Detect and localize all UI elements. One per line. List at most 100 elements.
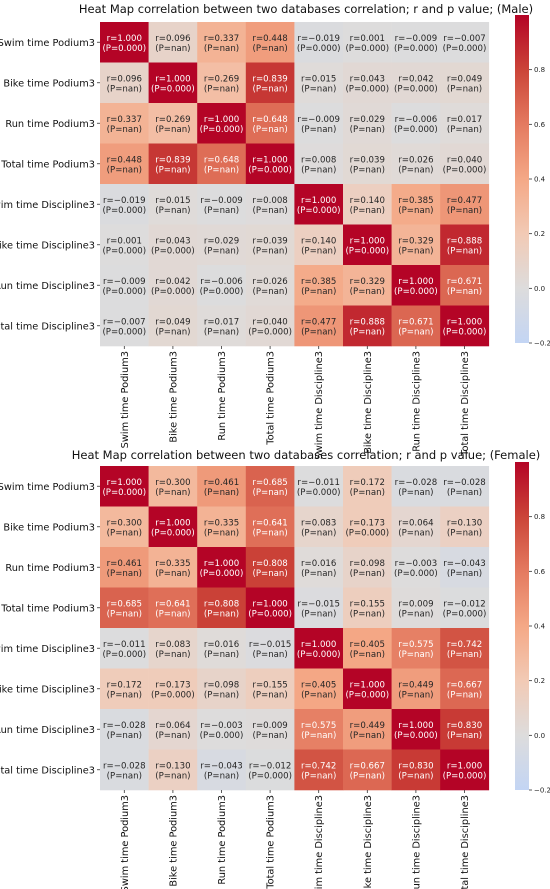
cell-r-label: r=−0.009 (200, 196, 243, 206)
cell-r-label: r=0.839 (155, 155, 190, 165)
heatmap-cell (440, 224, 490, 266)
cell-p-label: (P=nan) (447, 528, 482, 538)
heatmap-cell (440, 587, 490, 629)
heatmap-cell (100, 587, 149, 629)
heatmap-cell (391, 587, 441, 629)
chart-title: Heat Map correlation between two databas… (72, 448, 541, 462)
row-label: Total time Discipline3 (0, 321, 95, 332)
cell-p-label: (P=nan) (301, 327, 336, 337)
cell-p-label: (P=nan) (204, 84, 239, 94)
cell-r-label: r=1.000 (204, 559, 239, 569)
col-label: Total time Podium3 (266, 795, 277, 889)
cell-r-label: r=0.888 (350, 317, 385, 327)
cell-p-label: (P=nan) (350, 569, 385, 579)
cell-p-label: (P=nan) (350, 609, 385, 619)
cell-p-label: (P=nan) (301, 609, 336, 619)
cell-p-label: (P=nan) (350, 731, 385, 741)
cell-p-label: (P=nan) (398, 690, 433, 700)
cell-r-label: r=−0.009 (103, 277, 146, 287)
heatmap-cell (440, 466, 490, 507)
cell-p-label: (P=nan) (107, 771, 142, 781)
cell-r-label: r=0.040 (447, 155, 482, 165)
heatmap-cell (197, 668, 247, 710)
cell-r-label: r=0.808 (252, 559, 287, 569)
cell-r-label: r=−0.011 (103, 640, 146, 650)
heatmap-cell (245, 668, 295, 710)
heatmap-cell (245, 749, 295, 791)
heatmap-cell (197, 506, 247, 548)
cell-r-label: r=0.685 (107, 599, 142, 609)
col-label: Swim time Podium3 (120, 351, 131, 448)
col-label: Total time Discipline3 (460, 795, 471, 889)
cell-p-label: (P=0.000) (394, 731, 438, 741)
heatmap-cell (294, 587, 344, 629)
heatmap-cell (197, 224, 247, 266)
cell-r-label: r=0.064 (155, 721, 190, 731)
col-label: Total time Discipline3 (460, 351, 471, 457)
cell-p-label: (P=0.000) (102, 650, 146, 660)
col-label: Swim time Discipline3 (314, 351, 325, 459)
cell-p-label: (P=0.000) (345, 690, 389, 700)
cell-r-label: r=0.001 (350, 34, 385, 44)
cell-p-label: (P=nan) (447, 569, 482, 579)
cell-r-label: r=0.083 (155, 640, 190, 650)
heatmap-cell (391, 628, 441, 669)
heatmap-cell (197, 466, 247, 507)
heatmap-cell (197, 184, 247, 225)
cell-p-label: (P=nan) (447, 206, 482, 216)
heatmap-cell (343, 628, 392, 669)
cell-p-label: (P=nan) (107, 84, 142, 94)
cell-r-label: r=0.830 (447, 721, 482, 731)
cell-p-label: (P=nan) (301, 731, 336, 741)
cell-r-label: r=−0.043 (443, 559, 486, 569)
heatmap-cell (148, 749, 198, 791)
cell-p-label: (P=nan) (301, 246, 336, 256)
cell-p-label: (P=0.000) (248, 609, 292, 619)
colorbar-tick-label: 0.4 (534, 176, 546, 184)
cell-r-label: r=0.039 (252, 236, 287, 246)
cell-p-label: (P=nan) (204, 488, 239, 498)
cell-r-label: r=0.009 (252, 721, 287, 731)
heatmap-cell (440, 305, 490, 347)
cell-p-label: (P=nan) (398, 246, 433, 256)
female-heatmap-panel: Heat Map correlation between two databas… (0, 448, 550, 889)
heatmap-cell (100, 305, 149, 347)
heatmap-cell (100, 466, 149, 507)
heatmap-cell (391, 184, 441, 225)
cell-r-label: r=0.461 (107, 559, 142, 569)
cell-r-label: r=0.575 (301, 721, 336, 731)
cell-r-label: r=1.000 (398, 721, 433, 731)
heatmap-cell (343, 305, 392, 347)
cell-r-label: r=0.049 (447, 74, 482, 84)
cell-p-label: (P=nan) (301, 528, 336, 538)
row-label: Swim time Podium3 (0, 482, 95, 493)
heatmap-cell (148, 587, 198, 629)
heatmap-cell (100, 143, 149, 185)
cell-p-label: (P=nan) (301, 287, 336, 297)
cell-p-label: (P=nan) (447, 125, 482, 135)
cell-r-label: r=−0.009 (297, 115, 340, 125)
cell-r-label: r=0.671 (398, 317, 433, 327)
heatmap-cell (100, 103, 149, 144)
cell-r-label: r=0.026 (398, 155, 433, 165)
heatmap-cell (391, 506, 441, 548)
heatmap-cell (100, 709, 149, 750)
cell-r-label: r=0.808 (204, 599, 239, 609)
cell-p-label: (P=nan) (252, 246, 287, 256)
heatmap-cell (245, 587, 295, 629)
cell-r-label: r=0.043 (350, 74, 385, 84)
cell-p-label: (P=nan) (204, 165, 239, 175)
cell-r-label: r=−0.043 (200, 761, 243, 771)
heatmap-cell (440, 103, 490, 144)
cell-r-label: r=−0.011 (297, 478, 340, 488)
cell-p-label: (P=nan) (447, 287, 482, 297)
cell-p-label: (P=0.000) (151, 287, 195, 297)
cell-r-label: r=0.839 (252, 74, 287, 84)
colorbar (515, 462, 529, 790)
cell-p-label: (P=0.000) (102, 287, 146, 297)
heatmap-cell (197, 143, 247, 185)
cell-r-label: r=0.029 (350, 115, 385, 125)
cell-p-label: (P=nan) (155, 165, 190, 175)
cell-r-label: r=0.016 (204, 640, 239, 650)
cell-p-label: (P=nan) (204, 650, 239, 660)
